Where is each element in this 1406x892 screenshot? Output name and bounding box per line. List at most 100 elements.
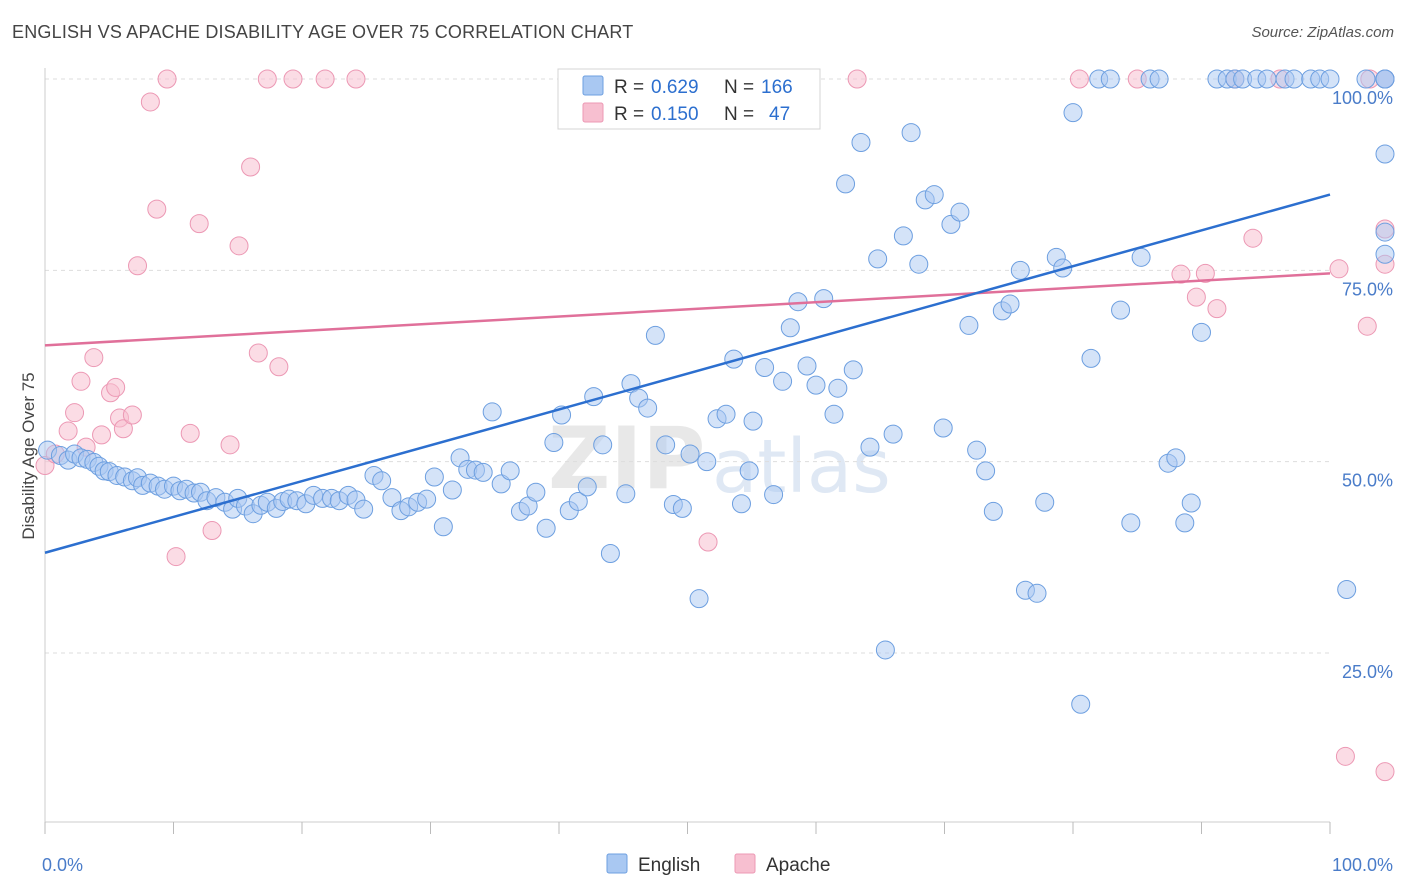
point-english: [526, 482, 546, 502]
point-english: [417, 489, 437, 509]
point-english: [372, 471, 392, 491]
point-english: [1375, 144, 1395, 164]
legend-english-n-value: 166: [761, 77, 793, 98]
point-english: [773, 371, 793, 391]
point-english: [959, 315, 979, 335]
point-english: [1111, 300, 1131, 320]
point-english: [1375, 69, 1395, 89]
legend-swatch-english: [582, 75, 604, 96]
point-english: [1063, 103, 1083, 123]
point-apache: [269, 357, 289, 377]
legend-box: R = 0.629 N = 166 R = 0.150 N = 47: [557, 68, 821, 130]
point-english: [1027, 583, 1047, 603]
point-english: [536, 518, 556, 538]
point-english: [500, 461, 520, 481]
legend-english-n-label: N =: [724, 77, 754, 98]
point-english: [755, 358, 775, 378]
point-apache: [241, 157, 261, 177]
legend-apache-r-value: 0.150: [651, 104, 699, 125]
point-english: [875, 640, 895, 660]
point-english: [593, 435, 613, 455]
point-english: [482, 402, 502, 422]
point-english: [797, 356, 817, 376]
point-english: [1166, 448, 1186, 468]
point-english: [814, 289, 834, 309]
point-english: [638, 398, 658, 418]
point-english: [967, 440, 987, 460]
point-english: [950, 202, 970, 222]
point-apache: [283, 69, 303, 89]
legend-apache-n-label: N =: [724, 104, 754, 125]
y-tick-labels: 25.0% 50.0% 75.0% 100.0%: [1332, 88, 1393, 682]
point-apache: [1335, 746, 1355, 766]
point-apache: [346, 69, 366, 89]
point-english: [976, 461, 996, 481]
point-english: [924, 185, 944, 205]
x-tick-label: 100.0%: [1332, 855, 1393, 875]
point-apache: [113, 419, 133, 439]
y-tick-label: 75.0%: [1342, 279, 1393, 299]
point-english: [806, 375, 826, 395]
point-english: [836, 174, 856, 194]
point-apache: [189, 214, 209, 234]
trendline-english: [44, 193, 1331, 554]
trendline-apache: [44, 272, 1331, 347]
point-english: [697, 452, 717, 472]
point-english: [868, 249, 888, 269]
point-english: [909, 254, 929, 274]
point-apache: [847, 69, 867, 89]
point-english: [1131, 247, 1151, 267]
bottom-legend-apache: Apache: [766, 855, 830, 876]
point-english: [1010, 260, 1030, 280]
point-english: [1320, 69, 1340, 89]
point-english: [491, 474, 511, 494]
point-english: [1181, 493, 1201, 513]
point-apache: [229, 236, 249, 256]
point-english: [1375, 222, 1395, 242]
point-english: [780, 318, 800, 338]
point-english: [656, 435, 676, 455]
x-tick-labels: 0.0% 100.0%: [42, 855, 1393, 875]
point-english: [1121, 513, 1141, 533]
point-english: [577, 477, 597, 497]
y-tick-label: 100.0%: [1332, 88, 1393, 108]
point-english: [893, 226, 913, 246]
bottom-legend-swatch-apache: [734, 853, 756, 874]
point-apache: [1243, 228, 1263, 248]
point-english: [1071, 694, 1091, 714]
point-english: [764, 485, 784, 505]
point-apache: [1207, 299, 1227, 319]
y-axis-label: Disability Age Over 75: [19, 372, 38, 539]
point-english: [544, 433, 564, 453]
y-tick-label: 25.0%: [1342, 662, 1393, 682]
point-english: [983, 501, 1003, 521]
point-apache: [202, 521, 222, 541]
point-english: [743, 411, 763, 431]
point-english: [933, 418, 953, 438]
legend-apache-n-value: 47: [769, 104, 790, 125]
point-english: [739, 461, 759, 481]
point-english: [424, 467, 444, 487]
point-english: [354, 499, 374, 519]
point-apache: [140, 92, 160, 112]
point-apache: [1186, 287, 1206, 307]
point-apache: [147, 199, 167, 219]
point-apache: [1171, 264, 1191, 284]
point-english: [731, 494, 751, 514]
point-english: [843, 360, 863, 380]
point-apache: [71, 371, 91, 391]
point-english: [1100, 69, 1120, 89]
point-english: [382, 488, 402, 508]
point-english: [860, 437, 880, 457]
point-apache: [180, 423, 200, 443]
point-english: [1356, 69, 1376, 89]
point-apache: [1357, 316, 1377, 336]
point-apache: [1069, 69, 1089, 89]
legend-apache-r-label: R =: [614, 104, 644, 125]
point-english: [1035, 492, 1055, 512]
point-english: [901, 123, 921, 143]
point-english: [645, 325, 665, 345]
point-apache: [1329, 259, 1349, 279]
point-english: [616, 484, 636, 504]
